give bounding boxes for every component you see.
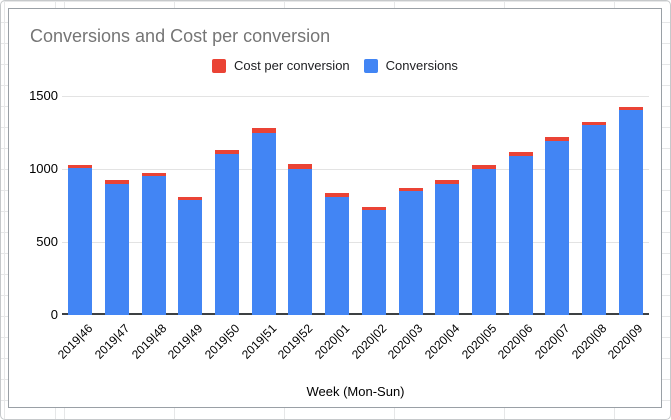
bar-2019|49[interactable] <box>178 197 203 315</box>
bar-2020|05[interactable] <box>471 164 496 315</box>
bar-2019|47[interactable] <box>105 180 130 315</box>
bar-2020|01[interactable] <box>325 193 350 315</box>
bar-2020|02[interactable] <box>361 207 386 315</box>
y-axis-tick-label: 1000 <box>29 161 58 176</box>
bar-2020|04[interactable] <box>435 180 460 315</box>
gridline-1500 <box>62 96 649 97</box>
bar-segment-conversions[interactable] <box>178 200 203 315</box>
bar-segment-conversions[interactable] <box>361 209 386 315</box>
bar-segment-cost-per-conversion[interactable] <box>361 207 386 210</box>
bar-segment-cost-per-conversion[interactable] <box>398 187 423 191</box>
bar-2020|07[interactable] <box>545 137 570 315</box>
bar-2019|52[interactable] <box>288 164 313 315</box>
bar-segment-cost-per-conversion[interactable] <box>105 180 130 184</box>
legend-item-cost-per-conversion[interactable]: Cost per conversion <box>212 58 350 73</box>
bar-segment-cost-per-conversion[interactable] <box>508 152 533 156</box>
legend-label: Cost per conversion <box>234 58 350 73</box>
bar-segment-conversions[interactable] <box>251 132 276 315</box>
chart-title: Conversions and Cost per conversion <box>30 26 331 46</box>
bar-segment-conversions[interactable] <box>545 140 570 315</box>
x-axis-label: 2019|46 <box>55 321 96 362</box>
bar-2020|06[interactable] <box>508 152 533 315</box>
y-axis-tick-label: 500 <box>36 234 58 249</box>
legend-swatch-icon <box>212 58 227 73</box>
bar-segment-conversions[interactable] <box>325 197 350 315</box>
bar-segment-conversions[interactable] <box>581 125 606 315</box>
bar-segment-conversions[interactable] <box>288 169 313 315</box>
bar-segment-cost-per-conversion[interactable] <box>68 164 93 169</box>
chart-legend: Cost per conversion Conversions <box>9 58 661 73</box>
chart-card[interactable]: Conversions and Cost per conversion Cost… <box>8 8 662 408</box>
bar-segment-conversions[interactable] <box>141 176 166 315</box>
bar-segment-conversions[interactable] <box>68 168 93 315</box>
bar-segment-cost-per-conversion[interactable] <box>251 127 276 133</box>
bar-segment-cost-per-conversion[interactable] <box>288 164 313 169</box>
x-axis-line <box>62 313 649 315</box>
bar-2020|08[interactable] <box>581 121 606 315</box>
spreadsheet-gridline-first-column <box>4 1 5 419</box>
x-axis-label: 2020|07 <box>532 321 573 362</box>
bar-segment-conversions[interactable] <box>398 190 423 315</box>
bar-2019|48[interactable] <box>141 172 166 315</box>
x-axis-label: 2020|05 <box>458 321 500 362</box>
y-axis-tick-label: 0 <box>50 307 58 322</box>
x-axis-label: 2020|09 <box>605 321 646 362</box>
x-axis-title: Week (Mon-Sun) <box>306 384 405 399</box>
x-axis-label: 2020|03 <box>385 321 426 362</box>
x-axis-label: 2020|08 <box>568 321 610 362</box>
bar-segment-cost-per-conversion[interactable] <box>618 106 643 110</box>
x-axis-label: 2020|06 <box>495 321 536 362</box>
bar-segment-conversions[interactable] <box>471 169 496 315</box>
legend-label: Conversions <box>385 58 458 73</box>
x-axis-label: 2019|48 <box>128 321 169 362</box>
bar-segment-cost-per-conversion[interactable] <box>178 197 203 201</box>
bar-segment-cost-per-conversion[interactable] <box>435 180 460 184</box>
x-axis-label: 2019|50 <box>201 321 243 362</box>
gridline-1000 <box>62 169 649 170</box>
plot-area: 2019|46 2019|47 2019|48 2019|49 2019|50 2019|… <box>55 96 649 362</box>
bar-segment-cost-per-conversion[interactable] <box>471 164 496 169</box>
bar-segment-conversions[interactable] <box>618 109 643 315</box>
x-axis-label: 2019|47 <box>91 321 133 362</box>
bar-segment-cost-per-conversion[interactable] <box>545 137 570 141</box>
bar-2019|51[interactable] <box>251 127 276 315</box>
legend-swatch-icon <box>363 58 378 73</box>
gridline-500 <box>62 242 649 243</box>
bar-segment-conversions[interactable] <box>215 154 240 315</box>
bar-2020|03[interactable] <box>398 187 423 315</box>
bar-2020|09[interactable] <box>618 106 643 315</box>
x-axis-label: 2019|51 <box>238 321 279 362</box>
y-axis: 0 500 1000 1500 <box>9 88 58 322</box>
bar-2019|50[interactable] <box>215 150 240 315</box>
bar-segment-cost-per-conversion[interactable] <box>581 121 606 126</box>
bar-2019|46[interactable] <box>68 164 93 315</box>
bar-segment-cost-per-conversion[interactable] <box>325 193 350 198</box>
bar-segment-cost-per-conversion[interactable] <box>215 150 240 155</box>
legend-item-conversions[interactable]: Conversions <box>363 58 458 73</box>
x-axis-label: 2020|04 <box>421 321 463 362</box>
bar-segment-conversions[interactable] <box>508 155 533 315</box>
x-axis-label: 2019|52 <box>275 321 316 362</box>
x-axis-label: 2020|01 <box>311 321 353 362</box>
y-axis-tick-label: 1500 <box>29 88 58 103</box>
x-axis-label: 2019|49 <box>165 321 206 362</box>
bar-segment-conversions[interactable] <box>105 183 130 315</box>
x-axis-label: 2020|02 <box>348 321 390 362</box>
bar-segment-conversions[interactable] <box>435 183 460 315</box>
bar-segment-cost-per-conversion[interactable] <box>141 172 166 177</box>
